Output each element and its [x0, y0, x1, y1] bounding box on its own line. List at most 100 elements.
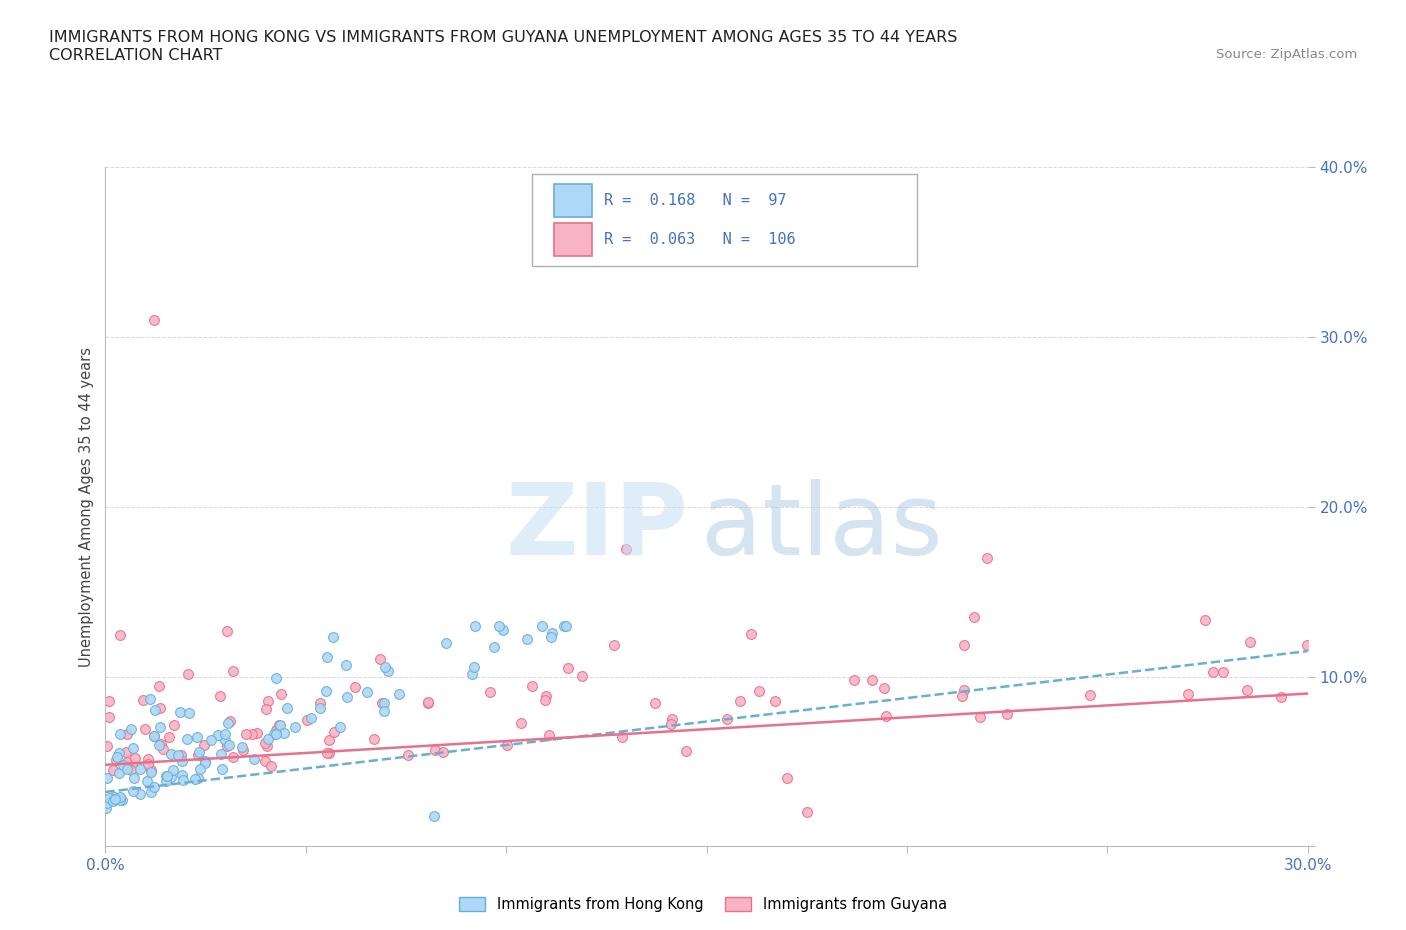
Point	[796, 805, 818, 820]
Point	[120, 763, 142, 777]
Text: IMMIGRANTS FROM HONG KONG VS IMMIGRANTS FROM GUYANA UNEMPLOYMENT AMONG AGES 35 T: IMMIGRANTS FROM HONG KONG VS IMMIGRANTS …	[49, 30, 957, 45]
Point	[105, 752, 128, 767]
Point	[149, 720, 172, 735]
Text: CORRELATION CHART: CORRELATION CHART	[49, 48, 222, 63]
Point	[309, 700, 332, 715]
Text: R =  0.063   N =  106: R = 0.063 N = 106	[605, 232, 796, 246]
Point	[969, 709, 991, 724]
Point	[98, 694, 121, 709]
Point	[534, 688, 557, 703]
Point	[214, 726, 236, 741]
Point	[142, 312, 165, 327]
Point	[276, 700, 298, 715]
Point	[101, 794, 124, 809]
Point	[492, 623, 515, 638]
Point	[371, 696, 394, 711]
Point	[603, 637, 626, 652]
Point	[211, 762, 233, 777]
Point	[115, 726, 138, 741]
Point	[728, 694, 751, 709]
Point	[716, 711, 738, 726]
Point	[145, 703, 167, 718]
Point	[98, 790, 121, 805]
Point	[149, 700, 172, 715]
Point	[187, 771, 209, 786]
Point	[134, 722, 156, 737]
Point	[553, 618, 575, 633]
Point	[232, 743, 254, 758]
Point	[148, 737, 170, 752]
Point	[284, 720, 307, 735]
Point	[222, 664, 245, 679]
Point	[269, 717, 291, 732]
Point	[263, 726, 285, 741]
Point	[256, 738, 278, 753]
Point	[496, 737, 519, 752]
Point	[368, 651, 391, 666]
Point	[143, 779, 166, 794]
Point	[1194, 613, 1216, 628]
Point	[510, 716, 533, 731]
Point	[1177, 686, 1199, 701]
Point	[103, 763, 125, 777]
Point	[273, 725, 295, 740]
Point	[1296, 638, 1319, 653]
Point	[246, 725, 269, 740]
Point	[194, 754, 217, 769]
Point	[104, 791, 127, 806]
Point	[610, 729, 633, 744]
Point	[115, 744, 138, 759]
Point	[169, 705, 191, 720]
Point	[177, 667, 200, 682]
Point	[115, 762, 138, 777]
Point	[416, 696, 439, 711]
Point	[541, 625, 564, 640]
Point	[167, 748, 190, 763]
Point	[97, 710, 120, 724]
Point	[388, 686, 411, 701]
Point	[188, 745, 211, 760]
Point	[121, 756, 143, 771]
Point	[425, 742, 447, 757]
Point	[335, 690, 357, 705]
Point	[170, 754, 193, 769]
Point	[159, 747, 181, 762]
Point	[209, 689, 232, 704]
Point	[530, 618, 553, 633]
Point	[356, 684, 378, 699]
Point	[122, 741, 145, 756]
Point	[148, 679, 170, 694]
Point	[873, 680, 896, 695]
Point	[179, 706, 201, 721]
Point	[540, 630, 562, 644]
Point	[152, 742, 174, 757]
Point	[464, 618, 486, 633]
Point	[571, 669, 593, 684]
Point	[160, 769, 183, 784]
Point	[373, 696, 395, 711]
Point	[322, 724, 344, 739]
Point	[254, 753, 277, 768]
Point	[243, 751, 266, 766]
Point	[1212, 665, 1234, 680]
Point	[218, 716, 240, 731]
Point	[110, 790, 132, 804]
Text: R =  0.168   N =  97: R = 0.168 N = 97	[605, 193, 787, 208]
Point	[335, 658, 357, 672]
Point	[254, 702, 277, 717]
Point	[170, 768, 193, 783]
Point	[264, 671, 287, 685]
Point	[222, 750, 245, 764]
Point	[434, 635, 457, 650]
Point	[1202, 665, 1225, 680]
Point	[149, 737, 172, 751]
Point	[156, 769, 179, 784]
Point	[776, 771, 799, 786]
Point	[176, 731, 198, 746]
Point	[377, 664, 399, 679]
Point	[316, 649, 339, 664]
Point	[363, 731, 385, 746]
Point	[423, 808, 446, 823]
Point	[616, 542, 638, 557]
Point	[318, 733, 340, 748]
